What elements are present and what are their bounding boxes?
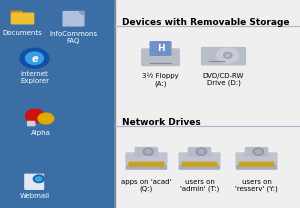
FancyBboxPatch shape — [202, 47, 245, 65]
Circle shape — [38, 113, 54, 124]
Circle shape — [224, 53, 232, 58]
FancyBboxPatch shape — [11, 11, 22, 15]
FancyBboxPatch shape — [188, 147, 211, 156]
FancyBboxPatch shape — [239, 162, 274, 166]
FancyBboxPatch shape — [126, 165, 166, 169]
Text: Devices with Removable Storage: Devices with Removable Storage — [122, 18, 290, 27]
Circle shape — [143, 148, 154, 155]
FancyBboxPatch shape — [179, 165, 220, 169]
Text: e: e — [31, 54, 38, 64]
Circle shape — [253, 148, 264, 155]
Text: Internet
Explorer: Internet Explorer — [20, 71, 49, 84]
Text: Network Drives: Network Drives — [122, 118, 201, 126]
Text: H: H — [157, 44, 164, 53]
Text: 3½ Floppy
(A:): 3½ Floppy (A:) — [142, 73, 179, 87]
FancyBboxPatch shape — [236, 165, 277, 169]
Text: apps on 'acad'
(Q:): apps on 'acad' (Q:) — [121, 179, 172, 192]
Circle shape — [26, 52, 44, 64]
FancyBboxPatch shape — [11, 13, 34, 24]
FancyBboxPatch shape — [179, 153, 220, 164]
FancyBboxPatch shape — [150, 42, 171, 55]
Bar — [115, 0, 300, 208]
FancyBboxPatch shape — [25, 174, 44, 189]
Text: DVD/CD-RW
Drive (D:): DVD/CD-RW Drive (D:) — [203, 73, 244, 86]
FancyBboxPatch shape — [28, 121, 35, 126]
Text: users on
'resserv' (Y:): users on 'resserv' (Y:) — [235, 179, 278, 192]
FancyBboxPatch shape — [63, 11, 84, 26]
FancyBboxPatch shape — [182, 162, 217, 166]
Circle shape — [20, 48, 49, 68]
FancyBboxPatch shape — [135, 147, 158, 156]
FancyBboxPatch shape — [236, 153, 277, 164]
Circle shape — [196, 148, 207, 155]
Text: InfoCommons
FAQ: InfoCommons FAQ — [50, 31, 98, 44]
Circle shape — [226, 54, 230, 57]
Circle shape — [26, 109, 45, 123]
Circle shape — [36, 177, 42, 181]
Circle shape — [146, 150, 151, 154]
Text: Alpha: Alpha — [31, 130, 50, 136]
Circle shape — [217, 48, 239, 63]
FancyBboxPatch shape — [245, 147, 268, 156]
Bar — [0, 0, 115, 208]
Circle shape — [256, 150, 261, 154]
FancyBboxPatch shape — [126, 153, 167, 164]
Circle shape — [199, 150, 204, 154]
FancyBboxPatch shape — [142, 49, 179, 66]
FancyBboxPatch shape — [129, 162, 164, 166]
Polygon shape — [79, 12, 83, 15]
Text: Webmail: Webmail — [20, 193, 50, 199]
Text: Documents: Documents — [3, 30, 42, 36]
Circle shape — [33, 175, 44, 183]
Text: users on
'admin' (T:): users on 'admin' (T:) — [180, 179, 219, 192]
Polygon shape — [37, 175, 43, 179]
